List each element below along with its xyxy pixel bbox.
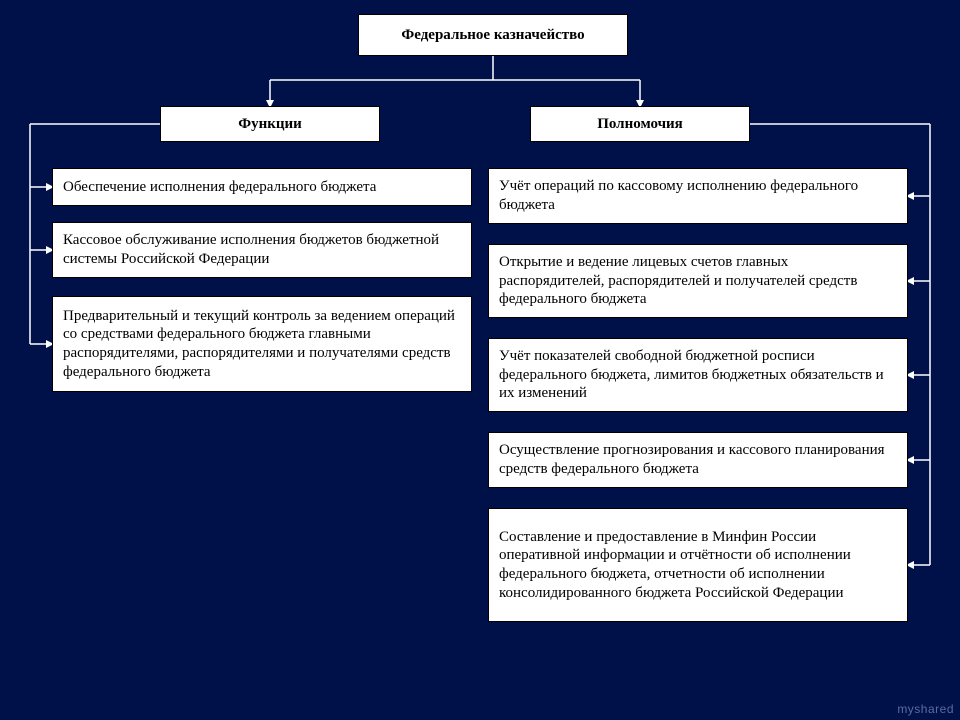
left-item: Обеспечение исполнения федерального бюдж… xyxy=(52,168,472,206)
left-branch-header: Функции xyxy=(160,106,380,142)
right-item-text: Учёт операций по кассовому исполнению фе… xyxy=(499,177,897,215)
left-item: Кассовое обслуживание исполнения бюджето… xyxy=(52,222,472,278)
right-item-text: Открытие и ведение лицевых счетов главны… xyxy=(499,253,897,309)
right-item-text: Составление и предоставление в Минфин Ро… xyxy=(499,528,897,603)
left-item-text: Предварительный и текущий контроль за ве… xyxy=(63,307,461,382)
right-branch-header: Полномочия xyxy=(530,106,750,142)
left-header-label: Функции xyxy=(238,115,302,134)
root-label: Федеральное казначейство xyxy=(401,26,584,45)
right-header-label: Полномочия xyxy=(597,115,683,134)
left-item-text: Кассовое обслуживание исполнения бюджето… xyxy=(63,231,461,269)
left-item: Предварительный и текущий контроль за ве… xyxy=(52,296,472,392)
right-item: Учёт показателей свободной бюджетной рос… xyxy=(488,338,908,412)
right-item-text: Осуществление прогнозирования и кассовог… xyxy=(499,441,897,479)
left-item-text: Обеспечение исполнения федерального бюдж… xyxy=(63,178,376,197)
right-item: Осуществление прогнозирования и кассовог… xyxy=(488,432,908,488)
watermark-text: myshared xyxy=(897,702,954,716)
right-item: Составление и предоставление в Минфин Ро… xyxy=(488,508,908,622)
right-item-text: Учёт показателей свободной бюджетной рос… xyxy=(499,347,897,403)
right-item: Учёт операций по кассовому исполнению фе… xyxy=(488,168,908,224)
right-item: Открытие и ведение лицевых счетов главны… xyxy=(488,244,908,318)
root-node: Федеральное казначейство xyxy=(358,14,628,56)
